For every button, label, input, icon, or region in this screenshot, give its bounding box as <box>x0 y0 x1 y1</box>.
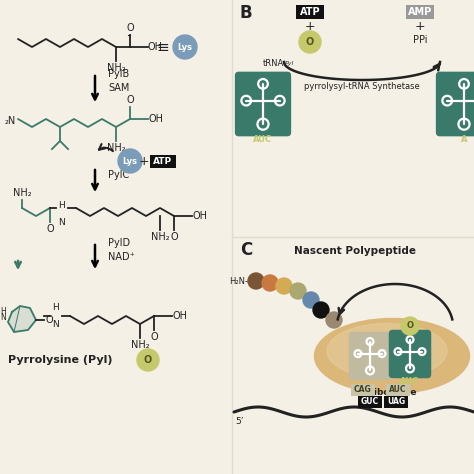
Text: N: N <box>59 218 65 227</box>
Text: NH₂: NH₂ <box>107 63 125 73</box>
Text: H: H <box>0 308 6 317</box>
Text: C: C <box>240 241 252 259</box>
FancyBboxPatch shape <box>436 72 474 137</box>
Text: OH: OH <box>149 114 164 124</box>
Text: A: A <box>461 136 467 145</box>
Circle shape <box>326 312 342 328</box>
Text: O: O <box>306 37 314 47</box>
Text: PPi: PPi <box>413 35 427 45</box>
Text: AMP: AMP <box>408 7 432 17</box>
Text: PylB
SAM: PylB SAM <box>108 69 129 92</box>
FancyBboxPatch shape <box>296 5 324 19</box>
Text: O: O <box>144 355 152 365</box>
Text: OH: OH <box>193 211 208 221</box>
Text: Pyrrolysine (Pyl): Pyrrolysine (Pyl) <box>8 355 112 365</box>
Text: OH: OH <box>148 42 163 52</box>
Text: NH₂: NH₂ <box>13 188 31 198</box>
Circle shape <box>290 283 306 299</box>
Text: O: O <box>170 232 178 242</box>
Text: N: N <box>53 320 59 329</box>
Text: +: + <box>415 19 425 33</box>
FancyBboxPatch shape <box>384 396 408 408</box>
Text: Lys: Lys <box>122 156 137 165</box>
Text: tRNA: tRNA <box>263 59 284 68</box>
Text: B: B <box>240 4 253 22</box>
Polygon shape <box>8 306 36 332</box>
Circle shape <box>137 349 159 371</box>
Text: AUC: AUC <box>401 377 419 386</box>
Text: PylC: PylC <box>108 170 129 180</box>
Text: NH₂: NH₂ <box>131 340 149 350</box>
Text: O: O <box>407 321 413 330</box>
Text: N: N <box>0 313 6 322</box>
Ellipse shape <box>327 323 447 379</box>
Text: H: H <box>59 201 65 210</box>
FancyBboxPatch shape <box>358 396 382 408</box>
Text: NH₂: NH₂ <box>151 232 169 242</box>
Text: 5’: 5’ <box>236 417 244 426</box>
Text: UAG: UAG <box>387 398 405 407</box>
Text: ATP: ATP <box>300 7 320 17</box>
Circle shape <box>303 292 319 308</box>
Text: NH₂: NH₂ <box>107 143 125 153</box>
Circle shape <box>248 273 264 289</box>
FancyBboxPatch shape <box>351 384 375 396</box>
FancyBboxPatch shape <box>406 5 434 19</box>
Text: O: O <box>126 95 134 105</box>
FancyBboxPatch shape <box>386 384 410 396</box>
Circle shape <box>299 31 321 53</box>
Text: H: H <box>53 303 59 312</box>
Text: Nascent Polypeptide: Nascent Polypeptide <box>294 246 416 256</box>
Circle shape <box>118 149 142 173</box>
Text: AUC: AUC <box>254 136 273 145</box>
Circle shape <box>401 317 419 335</box>
Text: O: O <box>150 332 158 342</box>
Text: pyrrolysyl-tRNA Synthetase: pyrrolysyl-tRNA Synthetase <box>304 82 420 91</box>
Text: Lys: Lys <box>177 43 192 52</box>
Text: ₂N: ₂N <box>5 116 16 126</box>
Text: PylD
NAD⁺: PylD NAD⁺ <box>108 238 135 262</box>
Text: GUC: GUC <box>361 398 379 407</box>
Text: O: O <box>46 315 54 325</box>
Text: CAG: CAG <box>354 385 372 394</box>
FancyBboxPatch shape <box>150 155 176 167</box>
FancyBboxPatch shape <box>235 72 291 137</box>
Text: O: O <box>126 23 134 33</box>
Text: AUC: AUC <box>389 385 407 394</box>
Circle shape <box>173 35 197 59</box>
FancyBboxPatch shape <box>349 332 391 380</box>
Text: Ribosome: Ribosome <box>367 388 417 397</box>
FancyBboxPatch shape <box>389 330 431 378</box>
Circle shape <box>262 275 278 291</box>
Text: ≡: ≡ <box>156 39 169 55</box>
Text: +: + <box>139 155 149 167</box>
Ellipse shape <box>315 319 470 393</box>
Text: OH: OH <box>173 311 188 321</box>
Text: +: + <box>305 19 315 33</box>
Text: Pyl: Pyl <box>285 61 294 66</box>
Circle shape <box>276 278 292 294</box>
Text: O: O <box>46 224 54 234</box>
Circle shape <box>313 302 329 318</box>
Text: ATP: ATP <box>154 156 173 165</box>
Text: H₂N-: H₂N- <box>229 276 248 285</box>
